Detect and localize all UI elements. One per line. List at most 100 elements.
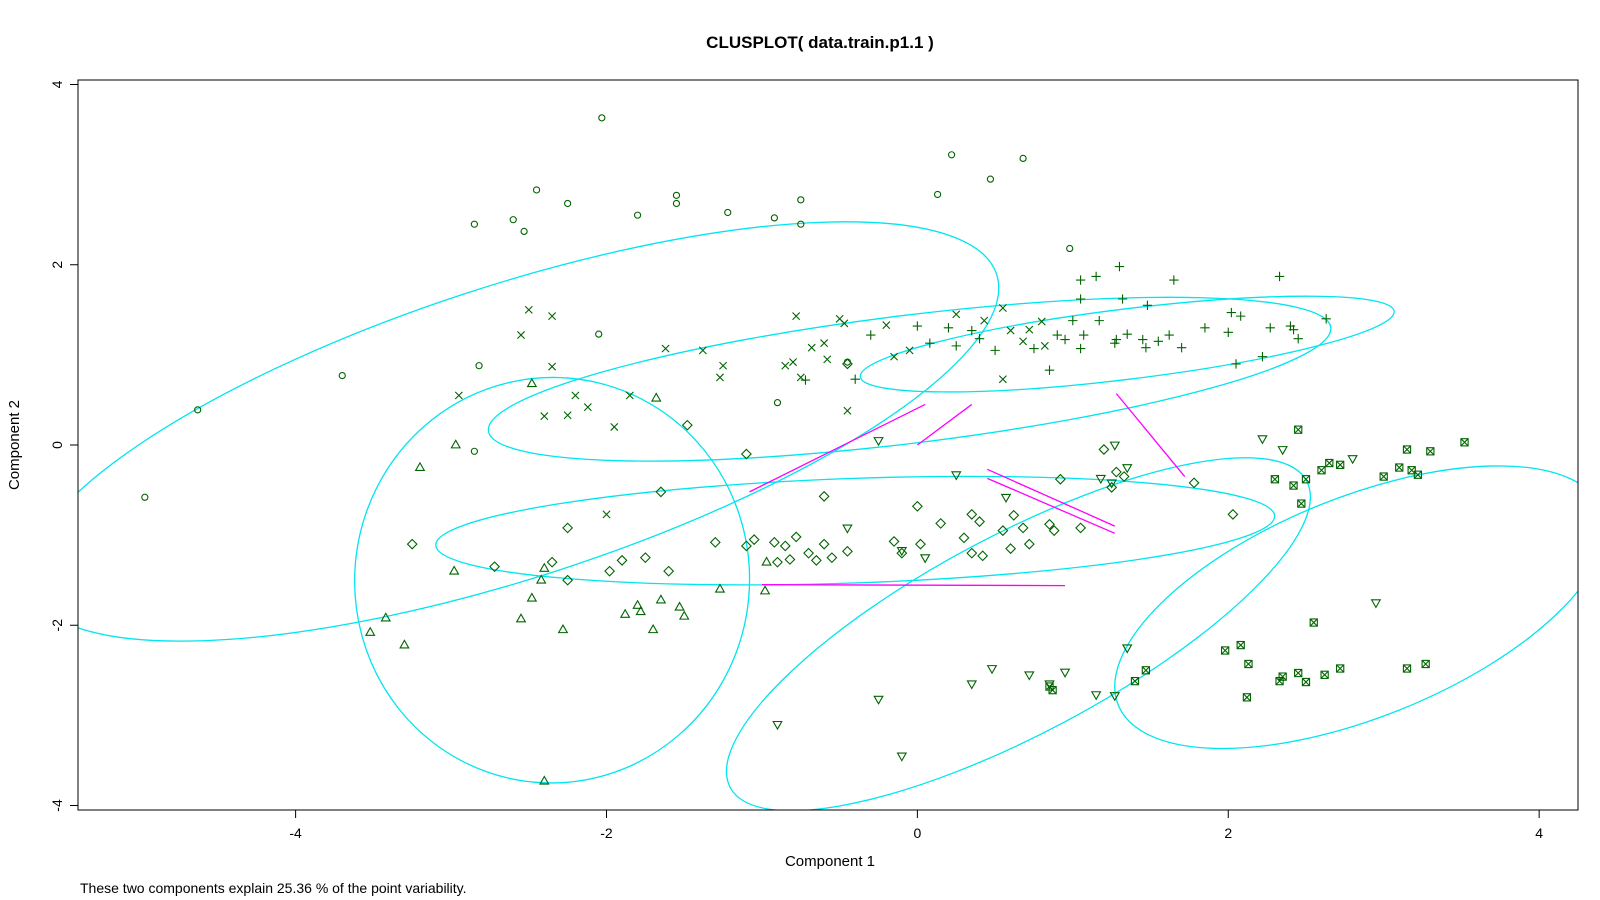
point-diamond <box>1106 481 1118 493</box>
y-axis-label: Component 2 <box>6 400 23 490</box>
point-triangle <box>448 565 460 575</box>
cluster-link-4 <box>987 468 1116 527</box>
point-circle <box>194 406 202 414</box>
point-plus <box>1075 275 1086 285</box>
point-circle <box>933 190 942 199</box>
point-plus <box>1257 351 1268 362</box>
point-diamond <box>1075 522 1087 534</box>
point-triangle-down <box>896 547 908 557</box>
points-layer <box>141 114 1469 785</box>
point-circle <box>595 330 603 338</box>
point-plus <box>866 330 876 340</box>
point-diamond <box>1227 508 1239 520</box>
point-triangle <box>761 556 772 566</box>
point-plus <box>1153 336 1163 347</box>
point-plus <box>1293 333 1303 344</box>
cluster-ellipse-3 <box>859 295 1395 393</box>
point-diamond <box>841 358 853 370</box>
point-x <box>890 352 899 361</box>
point-diamond <box>562 522 574 534</box>
point-diamond <box>818 538 830 550</box>
point-triangle <box>647 623 659 634</box>
point-x <box>843 406 852 415</box>
point-triangle-down <box>1277 446 1288 456</box>
point-x <box>807 343 816 352</box>
point-triangle <box>632 599 643 609</box>
point-triangle-down <box>1106 479 1117 489</box>
point-plus <box>1176 342 1187 353</box>
point-triangle <box>650 392 662 402</box>
point-boxed-x <box>1048 685 1057 695</box>
point-triangle <box>714 583 726 593</box>
point-plus <box>1060 334 1070 345</box>
cluster-link-5 <box>987 477 1116 534</box>
cluster-link-3 <box>1115 393 1186 477</box>
point-circle <box>797 220 805 228</box>
point-boxed-x <box>1426 447 1435 456</box>
point-triangle-down <box>1121 464 1133 474</box>
point-diamond <box>841 545 853 557</box>
point-triangle-down <box>950 471 962 481</box>
point-diamond <box>616 554 628 566</box>
point-x <box>715 373 724 382</box>
point-triangle <box>535 574 547 584</box>
point-triangle <box>557 623 569 634</box>
point-x <box>1037 317 1046 326</box>
point-triangle <box>655 594 667 604</box>
point-plus <box>1068 315 1078 326</box>
point-boxed-x <box>1294 425 1303 434</box>
point-plus <box>850 374 860 384</box>
point-boxed-x <box>1402 664 1412 673</box>
point-plus <box>1274 271 1285 282</box>
point-x <box>952 310 961 319</box>
point-triangle <box>399 639 410 649</box>
point-triangle <box>678 610 690 620</box>
point-circle <box>947 151 956 159</box>
point-diamond <box>489 561 501 573</box>
point-x <box>571 391 580 400</box>
point-circle <box>470 447 478 455</box>
point-circle <box>1066 244 1074 253</box>
point-diamond <box>1118 471 1130 483</box>
point-plus <box>943 323 954 333</box>
ellipses-layer <box>78 221 1578 810</box>
point-triangle <box>619 608 631 618</box>
point-diamond <box>1023 538 1035 550</box>
y-tick-label: 4 <box>49 80 65 88</box>
point-boxed-x <box>1309 618 1318 627</box>
point-circle <box>1019 154 1027 163</box>
point-diamond <box>935 517 947 529</box>
point-x <box>905 346 914 355</box>
x-tick-label: -2 <box>600 825 613 841</box>
y-tick-label: -4 <box>49 799 65 812</box>
variability-footnote: These two components explain 25.36 % of … <box>80 880 467 896</box>
point-boxed-x <box>1421 659 1430 669</box>
point-diamond <box>818 490 830 502</box>
point-diamond <box>663 565 675 577</box>
point-boxed-x <box>1289 481 1298 490</box>
point-x <box>524 305 533 314</box>
point-circle <box>475 362 483 370</box>
point-circle <box>470 220 478 228</box>
links-layer <box>749 393 1186 587</box>
point-triangle <box>450 439 461 449</box>
point-plus <box>1200 323 1210 333</box>
point-diamond <box>655 486 667 498</box>
point-circle <box>672 199 681 208</box>
point-plus <box>951 341 961 351</box>
point-x <box>781 361 790 370</box>
point-diamond <box>748 534 760 546</box>
point-x <box>625 391 634 400</box>
point-boxed-x <box>1413 470 1423 479</box>
point-triangle-down <box>1370 599 1382 609</box>
cluster-ellipse-2 <box>487 296 1332 462</box>
point-boxed-x <box>1379 472 1388 481</box>
point-triangle-down <box>1121 644 1133 654</box>
point-diamond <box>790 531 802 543</box>
point-boxed-x <box>1242 693 1252 702</box>
point-boxed-x <box>1460 438 1469 447</box>
point-x <box>563 411 572 420</box>
point-diamond <box>911 500 923 512</box>
point-diamond <box>1044 518 1055 530</box>
point-diamond <box>740 540 752 552</box>
